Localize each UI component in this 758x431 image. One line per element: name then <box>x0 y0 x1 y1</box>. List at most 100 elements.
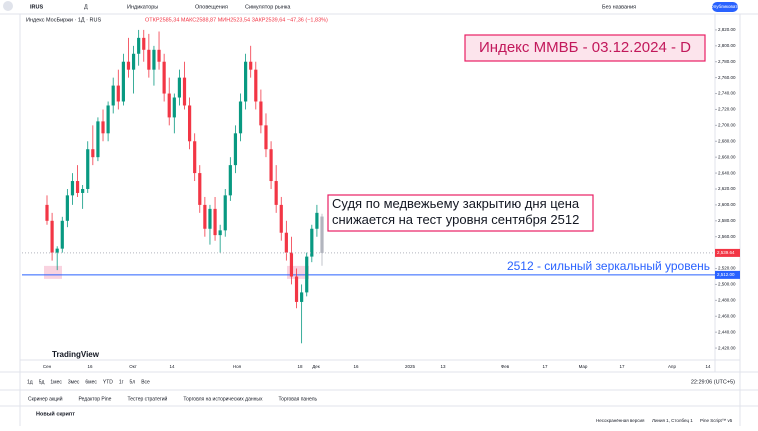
bottom-tab[interactable]: Редактор Pine <box>79 396 112 402</box>
legend-title: Индекс МосБиржи · 1Д · RUS <box>26 17 101 23</box>
y-tick-label: 2,660.00 <box>718 154 736 159</box>
candle-body <box>172 97 176 118</box>
bottom-tab[interactable]: Тестер стратегий <box>127 395 167 402</box>
candle-body <box>106 105 110 134</box>
candle-body <box>96 121 100 158</box>
layout-name[interactable]: Без названия <box>602 4 636 10</box>
candle-body <box>50 220 54 253</box>
candle-body <box>305 256 309 293</box>
x-tick-label: Окт <box>129 364 137 369</box>
cursor-position: Линия 1, Столбец 1 <box>652 418 693 423</box>
range-btn[interactable]: 1г <box>119 379 124 385</box>
x-tick-label: 16 <box>353 364 359 369</box>
candle-body <box>187 105 192 142</box>
range-btn[interactable]: 6мес <box>85 379 97 385</box>
indicators-btn[interactable]: Индикаторы <box>127 4 158 10</box>
zone <box>44 265 62 279</box>
bottom-tab[interactable]: Скринер акций <box>28 395 63 402</box>
y-tick-label: 2,700.00 <box>718 123 736 128</box>
candle-body <box>111 85 115 106</box>
y-tick-label: 2,820.00 <box>718 27 736 32</box>
range-btn[interactable]: 5л <box>130 379 136 385</box>
last-price: 2,539.64 <box>717 250 735 255</box>
y-tick-label: 2,640.00 <box>718 170 736 175</box>
y-tick-label: 2,420.00 <box>718 345 736 350</box>
x-tick-label: 16 <box>87 364 93 369</box>
symbol[interactable]: IRUS <box>30 4 43 10</box>
candle-body <box>116 85 120 102</box>
note-box <box>327 194 594 232</box>
candle-body <box>284 232 288 253</box>
y-tick-label: 2,780.00 <box>718 59 736 64</box>
alerts-btn[interactable]: Оповещения <box>195 4 228 10</box>
range-btn[interactable]: 1д <box>27 379 33 385</box>
candle-body <box>213 208 217 236</box>
candle-body <box>70 181 75 196</box>
range-btn[interactable]: 5д <box>39 379 45 385</box>
candle-body <box>182 77 187 106</box>
legend-ohlc: ОТКР2585,34 МАКС2588,87 МИН2523,54 ЗАКР2… <box>145 17 328 23</box>
y-tick-label: 2,620.00 <box>718 186 736 191</box>
y-tick-label: 2,720.00 <box>718 107 736 112</box>
candle-body <box>259 101 263 126</box>
level-tag <box>715 270 740 279</box>
replay-btn[interactable]: Симулятор рынка <box>245 4 291 10</box>
candle-body <box>274 181 278 205</box>
level-note: 2512 - сильный зеркальный уровень <box>507 259 710 273</box>
y-tick-label: 2,580.00 <box>718 218 736 223</box>
candle-body <box>198 173 202 205</box>
candle-body <box>208 208 212 229</box>
candle-body <box>218 230 222 236</box>
x-tick-label: 14 <box>169 364 175 369</box>
candle-body <box>244 61 248 102</box>
publish-btn[interactable] <box>712 2 738 12</box>
y-tick-label: 2,480.00 <box>718 298 736 303</box>
bottom-tab[interactable]: Торговля на исторических данных <box>183 396 263 402</box>
unsaved: Несохранённая версия <box>596 418 645 423</box>
candle-body <box>203 204 207 229</box>
candle-body <box>279 204 283 233</box>
bottom-tab[interactable]: Торговая панель <box>279 396 318 402</box>
clock: 22:29:06 (UTC+5) <box>691 379 735 385</box>
y-tick-label: 2,520.00 <box>718 266 736 271</box>
candle-body <box>294 276 299 302</box>
x-tick-label: 2025 <box>405 364 416 369</box>
x-tick-label: Ноя <box>233 364 242 369</box>
candle-body <box>75 181 80 193</box>
range-btn[interactable]: 1мес <box>50 379 62 385</box>
range-btn[interactable]: 3мес <box>68 379 80 385</box>
x-tick-label: Мар <box>579 364 588 369</box>
candle-body <box>254 69 258 102</box>
avatar[interactable] <box>3 1 13 11</box>
y-tick-label: 2,560.00 <box>718 234 736 239</box>
x-tick-label: Сен <box>43 364 52 369</box>
candle-body <box>91 149 95 158</box>
y-tick-label: 2,600.00 <box>718 202 736 207</box>
interval[interactable]: Д <box>84 4 88 10</box>
range-btn[interactable]: Все <box>141 379 150 385</box>
candle-body <box>60 220 64 249</box>
candle-body <box>300 292 304 302</box>
candle-body <box>310 228 314 257</box>
y-tick-label: 2,500.00 <box>718 282 736 287</box>
level-price: 2,512.00 <box>717 272 735 277</box>
candle-body <box>223 195 227 231</box>
y-tick-label: 2,440.00 <box>718 329 736 334</box>
comment: Судя по медвежьему закрытию дня цена сниж… <box>332 196 580 227</box>
y-tick-label: 2,760.00 <box>718 75 736 80</box>
x-tick-label: 17 <box>619 364 625 369</box>
y-tick-label: 2,680.00 <box>718 138 736 143</box>
candle-body <box>101 121 105 134</box>
range-btn[interactable]: YTD <box>103 379 113 385</box>
candle-body <box>131 53 136 70</box>
title-note: Индекс ММВБ - 03.12.2024 - D <box>479 39 691 56</box>
candle-body <box>233 133 238 166</box>
x-tick-label: Дек <box>312 364 320 369</box>
x-tick-label: 17 <box>542 364 548 369</box>
candle-body <box>81 188 85 193</box>
candle-body <box>157 49 161 62</box>
candle-body <box>228 165 232 196</box>
publish-label: Опубликовать <box>710 4 740 9</box>
candle-body <box>65 195 69 221</box>
y-tick-label: 2,800.00 <box>718 43 736 48</box>
